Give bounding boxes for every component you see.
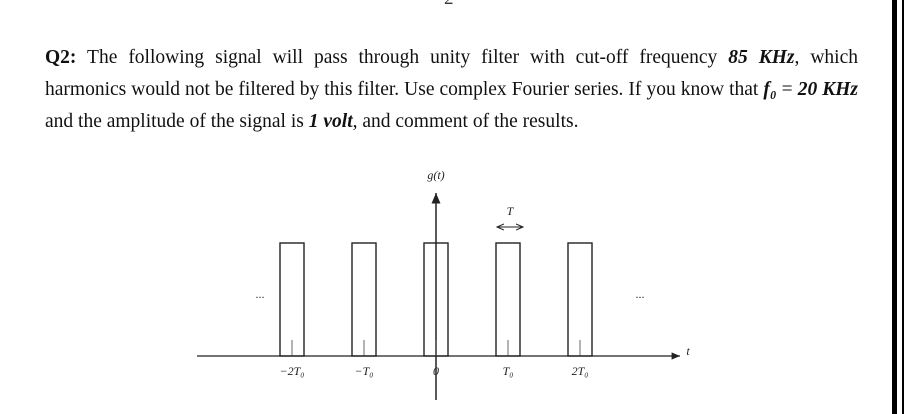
question-emphasis: f₀ (763, 79, 777, 100)
pulse (495, 242, 521, 357)
question-label: Q2: (45, 47, 77, 68)
question-text: = (776, 79, 798, 100)
question-emphasis: 20 KHz (797, 79, 859, 100)
ellipsis: ... (636, 287, 645, 301)
question-text: , which harmonics would not be filtered … (45, 47, 858, 100)
tick-label: −2T₀ (280, 364, 305, 378)
question-text: The following signal will pass through u… (76, 47, 729, 68)
question-emphasis: 1 volt (308, 111, 353, 132)
pulse (351, 242, 377, 357)
width-label: T (507, 204, 515, 218)
question: Q2: The following signal will pass throu… (45, 42, 858, 138)
pulse-train (279, 242, 593, 357)
tick-label: T₀ (503, 364, 514, 378)
page-number: 2 (444, 0, 454, 10)
tick-label: 2T₀ (572, 364, 589, 378)
ellipsis: ... (256, 287, 265, 301)
question-text: and the amplitude of the signal is (45, 111, 309, 132)
x-axis-label: t (686, 344, 690, 358)
pulse (567, 242, 593, 357)
question-emphasis: 85 KHz (728, 47, 795, 68)
y-axis-label: g(t) (427, 168, 444, 182)
page-edge (892, 0, 897, 414)
tick-label: 0 (433, 364, 439, 378)
pulse (279, 242, 305, 357)
question-text: , and comment of the results. (352, 111, 579, 132)
tick-labels: −2T₀ −T₀ 0 T₀ 2T₀ (280, 364, 589, 378)
tick-label: −T₀ (355, 364, 374, 378)
